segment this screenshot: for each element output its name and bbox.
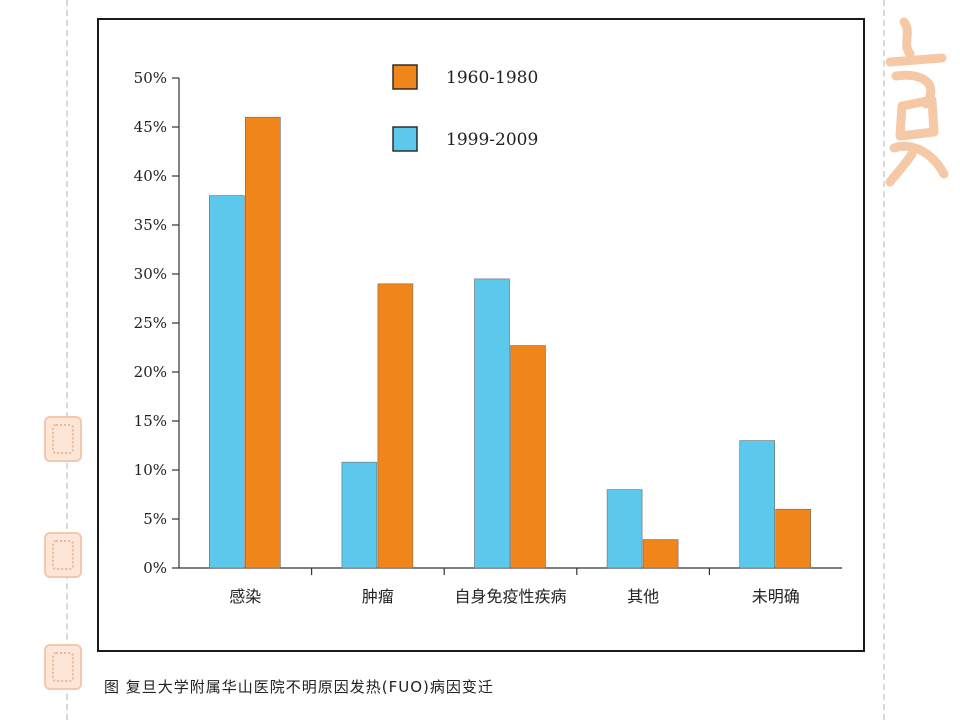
figure-caption: 图 复旦大学附属华山医院不明原因发热(FUO)病因变迁 xyxy=(104,678,494,696)
y-tick-label: 35% xyxy=(134,216,167,234)
y-tick-label: 0% xyxy=(143,559,167,577)
bar xyxy=(642,539,679,569)
y-tick-label: 20% xyxy=(134,363,167,381)
bar xyxy=(474,278,510,569)
chart-frame: 0% 5% 10% 15% 20% 25% 30% 35% 40% 45% 50% 感染 肿瘤 自身免疫性… xyxy=(97,18,865,652)
x-tick-label: 未明确 xyxy=(752,587,800,606)
left-dashed-border xyxy=(66,0,68,720)
y-tick-label: 30% xyxy=(134,265,167,283)
bar xyxy=(606,489,643,569)
calligraphy-ornament-icon xyxy=(885,17,949,187)
bar xyxy=(341,461,378,569)
x-tick-label: 其他 xyxy=(627,587,659,606)
x-tick-label: 肿瘤 xyxy=(362,587,394,606)
legend-label: 1960-1980 xyxy=(446,68,538,88)
right-dashed-border xyxy=(883,0,885,720)
y-tick-label: 5% xyxy=(143,510,167,528)
y-tick-label: 15% xyxy=(134,412,167,430)
y-tick-label: 40% xyxy=(134,167,167,185)
x-tick-label: 感染 xyxy=(229,587,261,606)
bar xyxy=(209,195,245,569)
bar xyxy=(775,508,812,569)
legend-label: 1999-2009 xyxy=(446,130,538,150)
bar xyxy=(245,116,281,569)
seal-stamp xyxy=(44,532,82,578)
y-tick-label: 45% xyxy=(134,118,167,136)
legend-swatch xyxy=(392,64,418,90)
bar-chart: 0% 5% 10% 15% 20% 25% 30% 35% 40% 45% 50% 感染 肿瘤 自身免疫性… xyxy=(134,64,842,606)
bar xyxy=(377,283,414,569)
y-tick-label: 50% xyxy=(134,69,167,87)
bar xyxy=(739,440,776,569)
y-tick-label: 10% xyxy=(134,461,167,479)
y-tick-label: 25% xyxy=(134,314,167,332)
legend-swatch xyxy=(392,126,418,152)
seal-stamp xyxy=(44,644,82,690)
bar xyxy=(510,345,546,569)
seal-stamp xyxy=(44,416,82,462)
x-tick-label: 自身免疫性疾病 xyxy=(454,587,566,606)
